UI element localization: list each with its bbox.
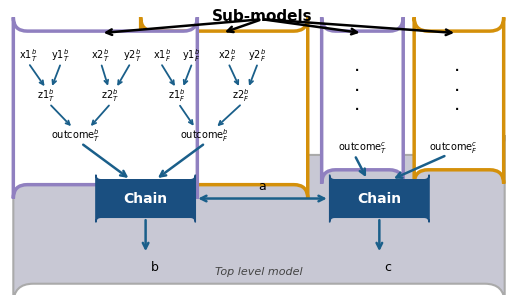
Text: .: . xyxy=(354,95,361,114)
FancyBboxPatch shape xyxy=(322,17,403,184)
Text: c: c xyxy=(384,261,391,274)
Text: .: . xyxy=(454,95,460,114)
Text: x1$^b_F$: x1$^b_F$ xyxy=(153,47,170,64)
Text: x2$^b_T$: x2$^b_T$ xyxy=(91,47,109,64)
Text: outcome$^b_T$: outcome$^b_T$ xyxy=(51,127,100,144)
Text: x2$^b_F$: x2$^b_F$ xyxy=(218,47,236,64)
Text: Sub-models: Sub-models xyxy=(212,9,312,24)
Text: .: . xyxy=(354,56,361,75)
Text: a: a xyxy=(258,180,266,193)
Text: outcome$^c_F$: outcome$^c_F$ xyxy=(429,140,478,156)
Text: z2$^b_T$: z2$^b_T$ xyxy=(101,87,119,104)
FancyBboxPatch shape xyxy=(414,17,503,184)
Text: Chain: Chain xyxy=(357,192,401,205)
Text: y2$^b_F$: y2$^b_F$ xyxy=(248,47,266,64)
FancyBboxPatch shape xyxy=(329,175,429,222)
Text: Chain: Chain xyxy=(124,192,168,205)
FancyBboxPatch shape xyxy=(96,175,195,222)
Text: b: b xyxy=(151,261,159,274)
FancyBboxPatch shape xyxy=(13,17,197,199)
Text: outcome$^c_T$: outcome$^c_T$ xyxy=(338,140,387,156)
Text: y2$^b_T$: y2$^b_T$ xyxy=(123,47,141,64)
Text: z2$^b_F$: z2$^b_F$ xyxy=(232,87,250,104)
Text: y1$^b_F$: y1$^b_F$ xyxy=(182,47,200,64)
Text: .: . xyxy=(454,56,460,75)
Text: .: . xyxy=(354,75,361,94)
Text: z1$^b_F$: z1$^b_F$ xyxy=(168,87,186,104)
Text: z1$^b_T$: z1$^b_T$ xyxy=(37,87,55,104)
Text: Top level model: Top level model xyxy=(215,267,303,277)
FancyBboxPatch shape xyxy=(141,17,308,199)
Text: y1$^b_T$: y1$^b_T$ xyxy=(51,47,70,64)
Text: outcome$^b_F$: outcome$^b_F$ xyxy=(180,127,229,144)
FancyBboxPatch shape xyxy=(13,135,505,296)
Text: x1$^b_T$: x1$^b_T$ xyxy=(19,47,38,64)
Text: .: . xyxy=(454,75,460,94)
